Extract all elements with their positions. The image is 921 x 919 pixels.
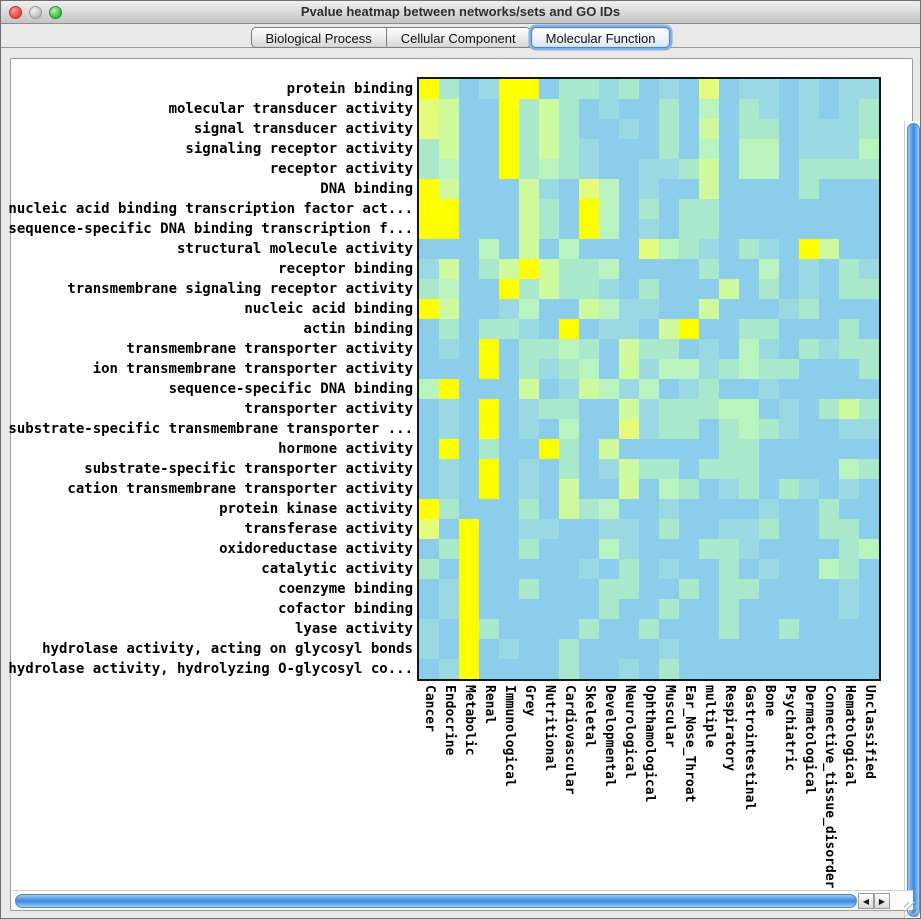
tab-bar: Biological Process Cellular Component Mo… bbox=[1, 27, 920, 48]
vertical-scrollbar[interactable]: ▲ ▼ bbox=[904, 121, 920, 918]
resize-grip-icon[interactable] bbox=[904, 902, 919, 917]
vertical-scrollbar-thumb[interactable] bbox=[906, 123, 920, 917]
tab-cellular-component[interactable]: Cellular Component bbox=[386, 27, 531, 48]
scroll-pane: ▲ ▼ ◀ ▶ bbox=[10, 58, 920, 918]
minimize-button[interactable] bbox=[29, 5, 42, 19]
zoom-button[interactable] bbox=[49, 5, 62, 19]
scroll-right-arrow-icon[interactable]: ▶ bbox=[874, 893, 890, 909]
close-button[interactable] bbox=[9, 5, 22, 19]
tab-molecular-function[interactable]: Molecular Function bbox=[530, 27, 671, 48]
scroll-left-arrow-icon[interactable]: ◀ bbox=[858, 893, 874, 909]
title-bar[interactable]: Pvalue heatmap between networks/sets and… bbox=[1, 1, 920, 24]
window-title: Pvalue heatmap between networks/sets and… bbox=[300, 4, 621, 19]
horizontal-scrollbar[interactable]: ◀ ▶ bbox=[12, 890, 913, 910]
horizontal-scrollbar-thumb[interactable] bbox=[15, 893, 857, 908]
tab-biological-process[interactable]: Biological Process bbox=[250, 27, 387, 48]
